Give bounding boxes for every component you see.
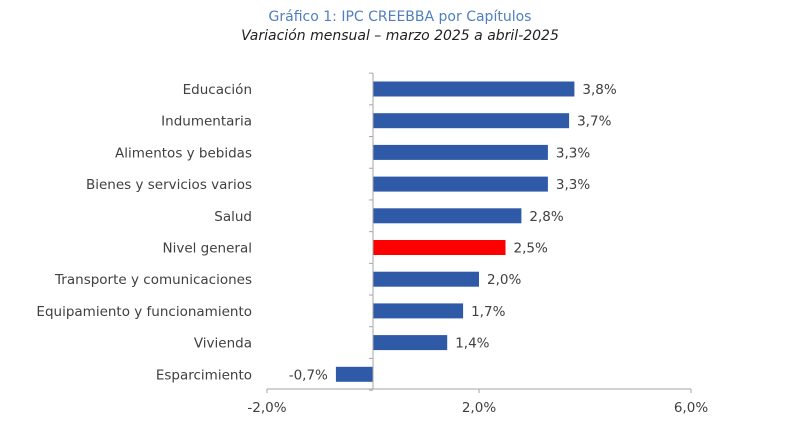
bars-group xyxy=(335,81,575,382)
value-label: 1,7% xyxy=(471,304,505,320)
category-label: Vivienda xyxy=(194,336,252,352)
category-label: Alimentos y bebidas xyxy=(115,145,252,161)
labels-group: Educación 3,8% Indumentaria 3,7% Alimentos y… xyxy=(36,82,708,416)
value-label: 1,4% xyxy=(455,336,489,352)
value-label: 3,3% xyxy=(556,145,590,161)
value-label: 2,5% xyxy=(514,241,548,257)
bar-indumentaria xyxy=(373,113,570,129)
x-tick-label: 2,0% xyxy=(462,400,496,416)
category-label: Esparcimiento xyxy=(156,367,252,383)
bar-alimentos-y-bebidas xyxy=(373,144,548,160)
category-label: Indumentaria xyxy=(161,114,252,130)
bar-nivel-general xyxy=(373,240,506,255)
category-label: Bienes y servicios varios xyxy=(86,177,252,193)
category-label: Educación xyxy=(183,82,252,98)
value-label: -0,7% xyxy=(289,367,328,383)
chart-title: Gráfico 1: IPC CREEBBA por Capítulos xyxy=(268,9,532,25)
category-label: Salud xyxy=(214,209,252,225)
bar-vivienda xyxy=(373,335,448,351)
category-label: Transporte y comunicaciones xyxy=(54,272,252,288)
category-label: Equipamiento y funcionamiento xyxy=(36,304,252,320)
bar-transporte-y-comunicaciones xyxy=(373,271,479,287)
bar-educacion xyxy=(373,81,575,97)
x-tick-label: -2,0% xyxy=(247,400,286,416)
value-label: 2,0% xyxy=(487,272,521,288)
bar-esparcimiento xyxy=(335,366,373,382)
axes-group xyxy=(266,72,692,393)
chart-subtitle: Variación mensual – marzo 2025 a abril-2… xyxy=(241,28,559,44)
x-tick-label: 6,0% xyxy=(674,400,708,416)
value-label: 3,7% xyxy=(577,114,611,130)
bar-salud xyxy=(373,208,522,224)
bar-equipamiento-y-funcionamiento xyxy=(373,303,464,319)
value-label: 3,8% xyxy=(582,82,616,98)
category-label: Nivel general xyxy=(163,241,253,257)
bar-bienes-y-servicios-varios xyxy=(373,176,548,192)
value-label: 3,3% xyxy=(556,177,590,193)
value-label: 2,8% xyxy=(529,209,563,225)
